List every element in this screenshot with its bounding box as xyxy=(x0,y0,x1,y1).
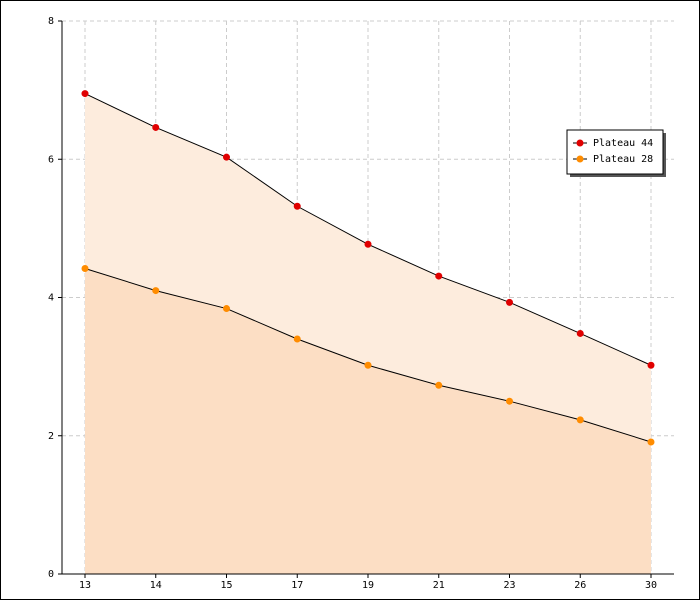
marker xyxy=(647,361,655,369)
marker xyxy=(364,240,372,248)
marker xyxy=(223,305,230,313)
marker xyxy=(576,416,584,424)
y-tick-label: 8 xyxy=(48,16,54,27)
marker xyxy=(435,272,443,280)
x-tick-label: 15 xyxy=(220,580,232,591)
x-tick-label: 14 xyxy=(150,580,162,591)
legend-box xyxy=(566,129,664,175)
marker xyxy=(152,123,160,131)
marker xyxy=(506,298,513,306)
marker xyxy=(435,381,443,389)
legend-marker xyxy=(576,139,584,147)
marker xyxy=(364,361,372,369)
x-tick-label: 23 xyxy=(503,580,515,591)
marker xyxy=(152,287,160,295)
marker xyxy=(293,202,301,210)
x-tick-label: 30 xyxy=(645,580,657,591)
legend: Plateau 44 Plateau 28 xyxy=(566,129,666,177)
marker xyxy=(223,153,230,161)
x-tick-label: 19 xyxy=(362,580,374,591)
marker xyxy=(81,90,89,98)
x-tick-label: 17 xyxy=(291,580,303,591)
y-tick-label: 0 xyxy=(48,569,54,580)
y-tick-label: 2 xyxy=(48,431,54,442)
legend-marker xyxy=(576,155,584,163)
marker xyxy=(506,397,513,405)
marker xyxy=(647,438,655,446)
x-tick-label: 21 xyxy=(433,580,445,591)
x-tick-label: 13 xyxy=(79,580,91,591)
legend-label: Plateau 44 xyxy=(593,138,653,149)
marker xyxy=(576,329,584,337)
marker xyxy=(293,335,301,343)
y-tick-label: 4 xyxy=(48,293,54,304)
marker xyxy=(81,264,89,272)
legend-label: Plateau 28 xyxy=(593,154,653,165)
area xyxy=(85,268,651,574)
y-tick-label: 6 xyxy=(48,154,54,165)
x-tick-label: 26 xyxy=(574,580,586,591)
